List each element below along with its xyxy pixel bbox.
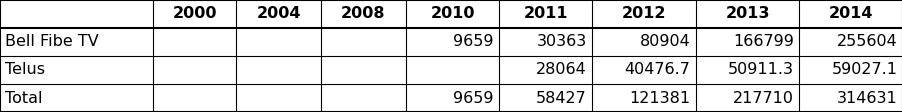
Text: 40476.7: 40476.7 xyxy=(624,62,690,78)
Text: Total: Total xyxy=(5,90,43,106)
Text: 255604: 255604 xyxy=(836,34,897,50)
Text: 2008: 2008 xyxy=(341,6,385,22)
Text: 2011: 2011 xyxy=(523,6,567,22)
Text: 50911.3: 50911.3 xyxy=(727,62,793,78)
Text: 2014: 2014 xyxy=(828,6,872,22)
Text: 2000: 2000 xyxy=(172,6,216,22)
Text: 2010: 2010 xyxy=(430,6,474,22)
Text: 28064: 28064 xyxy=(536,62,586,78)
Text: 166799: 166799 xyxy=(732,34,793,50)
Text: 9659: 9659 xyxy=(453,90,493,106)
Text: 121381: 121381 xyxy=(629,90,690,106)
Text: 2012: 2012 xyxy=(621,6,666,22)
Text: 9659: 9659 xyxy=(453,34,493,50)
Text: Telus: Telus xyxy=(5,62,45,78)
Text: 58427: 58427 xyxy=(536,90,586,106)
Text: 217710: 217710 xyxy=(732,90,793,106)
Text: 2013: 2013 xyxy=(724,6,769,22)
Text: 2004: 2004 xyxy=(256,6,300,22)
Text: Bell Fibe TV: Bell Fibe TV xyxy=(5,34,99,50)
Text: 314631: 314631 xyxy=(836,90,897,106)
Text: 80904: 80904 xyxy=(639,34,690,50)
Text: 30363: 30363 xyxy=(536,34,586,50)
Text: 59027.1: 59027.1 xyxy=(831,62,897,78)
